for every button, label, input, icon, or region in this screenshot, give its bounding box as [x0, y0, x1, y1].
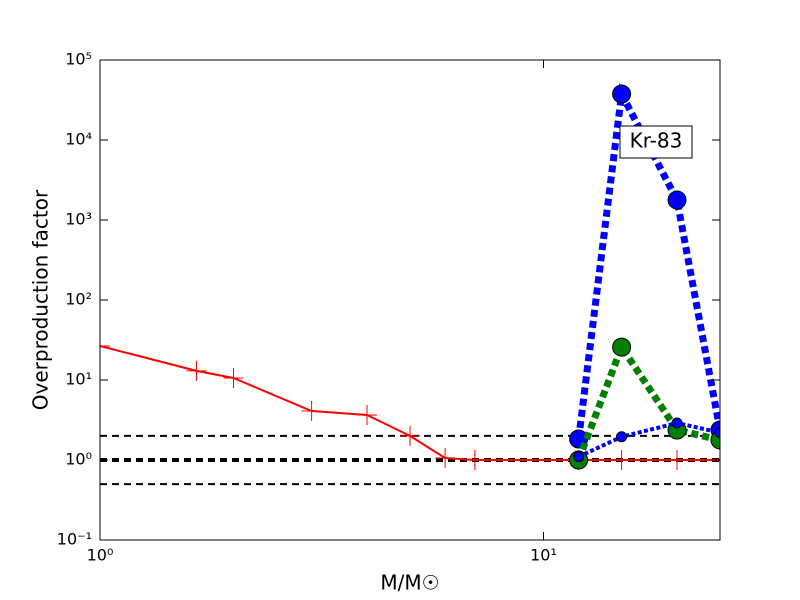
y-tick-label: 10³ — [65, 210, 92, 229]
plot-frame — [99, 59, 721, 541]
y-tick-label: 10⁵ — [65, 50, 92, 69]
series-line — [577, 420, 720, 459]
point-marker — [714, 427, 720, 439]
point-marker — [616, 431, 628, 443]
point-marker — [435, 447, 456, 468]
y-tick-label: 10² — [65, 290, 92, 309]
point-marker — [612, 337, 632, 357]
x-tick-label: 10¹ — [530, 546, 557, 565]
y-tick-label: 10¹ — [65, 370, 92, 389]
y-axis-label: Overproduction factor — [29, 189, 53, 410]
x-axis-label: M/M☉ — [380, 571, 439, 595]
point-marker — [223, 367, 244, 388]
x-tick-label: 10⁰ — [87, 546, 114, 565]
point-marker — [611, 450, 632, 470]
point-marker — [301, 400, 322, 421]
point-marker — [186, 360, 207, 381]
point-marker — [400, 425, 420, 446]
series-line — [575, 339, 720, 462]
y-tick-label: 10⁴ — [65, 130, 92, 149]
point-marker — [464, 450, 485, 470]
point-marker — [667, 190, 687, 210]
point-marker — [573, 451, 585, 463]
annotation: Kr-83 — [630, 129, 683, 153]
y-tick-label: 10⁻¹ — [57, 530, 92, 549]
point-marker — [357, 405, 378, 426]
point-marker — [100, 336, 110, 357]
annotation-box — [619, 125, 693, 159]
point-marker — [612, 84, 632, 104]
point-marker — [671, 417, 683, 429]
point-marker — [667, 450, 688, 470]
y-tick-label: 10⁰ — [65, 450, 92, 469]
